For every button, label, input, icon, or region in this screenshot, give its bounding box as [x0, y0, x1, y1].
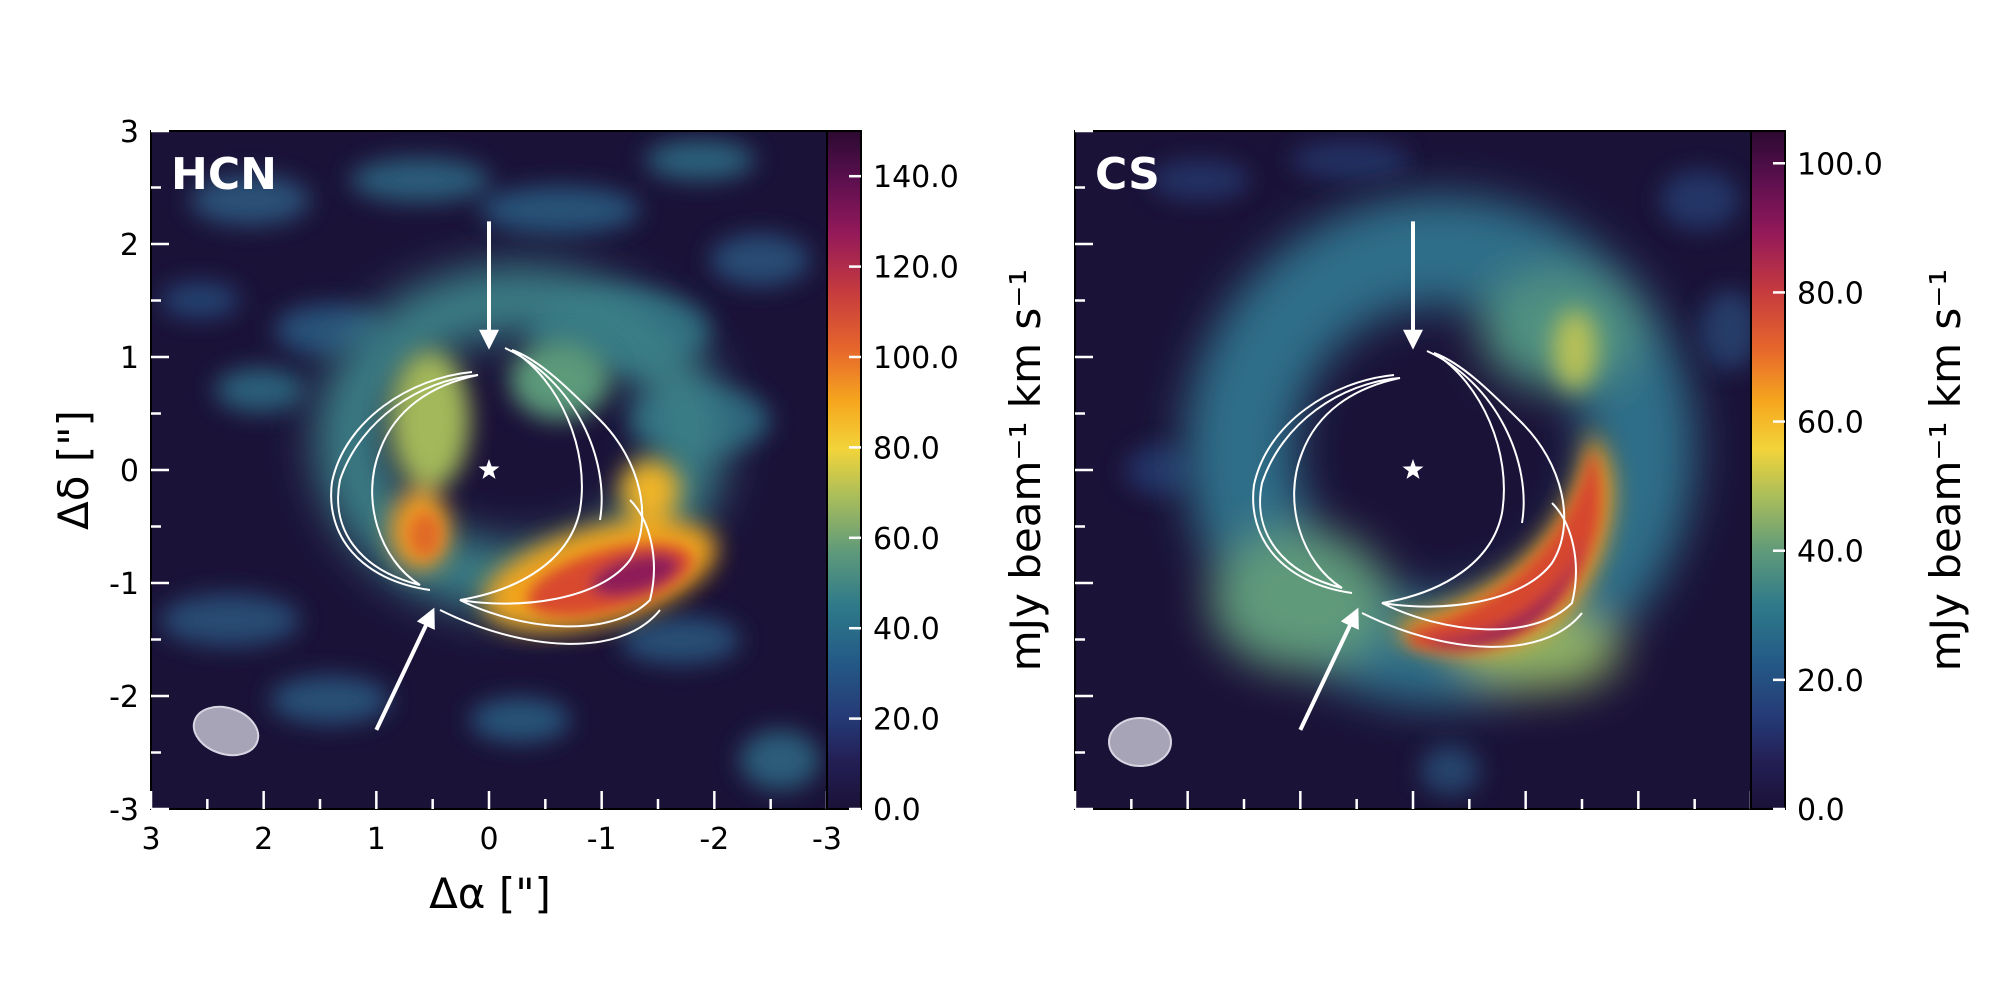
hcn-y-axis-ticks: 3 2 1 0 -1 -2 -3 [109, 115, 169, 828]
hcn-panel-label: HCN [171, 149, 277, 200]
hcn-contours [330, 347, 661, 645]
colorbar-tick-label: 60.0 [873, 522, 940, 557]
hcn-y-axis-label: Δδ ["] [49, 410, 98, 530]
hcn-colorbar-ticks: 140.0 120.0 100.0 80.0 60.0 40.0 20.0 0.0 [849, 160, 959, 828]
x-tick-label: -3 [812, 822, 842, 857]
colorbar-tick-label: 40.0 [1797, 535, 1864, 570]
colorbar-tick-label: 120.0 [873, 251, 959, 286]
x-tick-label: 3 [141, 822, 160, 857]
cs-panel-label: CS [1095, 149, 1160, 200]
y-tick-label: 3 [120, 115, 139, 150]
y-tick-label: -2 [109, 680, 139, 715]
y-tick-label: 2 [120, 228, 139, 263]
hcn-arrows [374, 221, 499, 731]
arrow-icon [374, 607, 435, 731]
colorbar-tick-label: 80.0 [1797, 276, 1864, 311]
hcn-star-marker [478, 459, 500, 479]
cs-contours [1252, 350, 1583, 648]
hcn-colorbar-label: mJy beam⁻¹ km s⁻¹ [1001, 269, 1050, 672]
x-tick-label: 0 [479, 822, 498, 857]
y-tick-label: 1 [120, 341, 139, 376]
y-tick-label: 0 [120, 454, 139, 489]
x-tick-label: 1 [367, 822, 386, 857]
cs-colorbar-label: mJy beam⁻¹ km s⁻¹ [1921, 269, 1970, 672]
cs-panel: CS 100.0 80.0 60.0 40.0 20.0 0.0 mJy beam⁻¹ k… [1073, 129, 1970, 828]
colorbar-tick-label: 80.0 [873, 431, 940, 466]
x-tick-label: 2 [254, 822, 273, 857]
colorbar-tick-label: 100.0 [1797, 147, 1883, 182]
colorbar-tick-label: 40.0 [873, 612, 940, 647]
cs-star-marker [1402, 459, 1424, 479]
hcn-x-axis-label: Δα ["] [429, 869, 551, 918]
colorbar-tick-label: 100.0 [873, 341, 959, 376]
arrow-icon [1298, 607, 1359, 731]
colorbar-tick-label: 0.0 [1797, 793, 1845, 828]
y-tick-label: -1 [109, 567, 139, 602]
y-tick-label: -3 [109, 793, 139, 828]
colorbar-tick-label: 0.0 [873, 793, 921, 828]
x-tick-label: -1 [587, 822, 617, 857]
x-tick-label: -2 [699, 822, 729, 857]
colorbar-tick-label: 20.0 [873, 703, 940, 738]
colorbar-tick-label: 60.0 [1797, 406, 1864, 441]
star-icon [478, 459, 500, 479]
cs-colorbar-ticks: 100.0 80.0 60.0 40.0 20.0 0.0 [1773, 147, 1883, 828]
cs-y-axis-ticks [1075, 129, 1093, 811]
star-icon [1402, 459, 1424, 479]
cs-arrows [1298, 221, 1423, 731]
hcn-colorbar [826, 130, 862, 810]
hcn-x-axis-ticks: 3 2 1 0 -1 -2 -3 [141, 791, 842, 857]
colorbar-tick-label: 140.0 [873, 160, 959, 195]
cs-beam-ellipse [1108, 717, 1172, 767]
cs-colorbar [1750, 130, 1786, 810]
hcn-beam-ellipse [192, 705, 260, 757]
colorbar-tick-label: 20.0 [1797, 664, 1864, 699]
